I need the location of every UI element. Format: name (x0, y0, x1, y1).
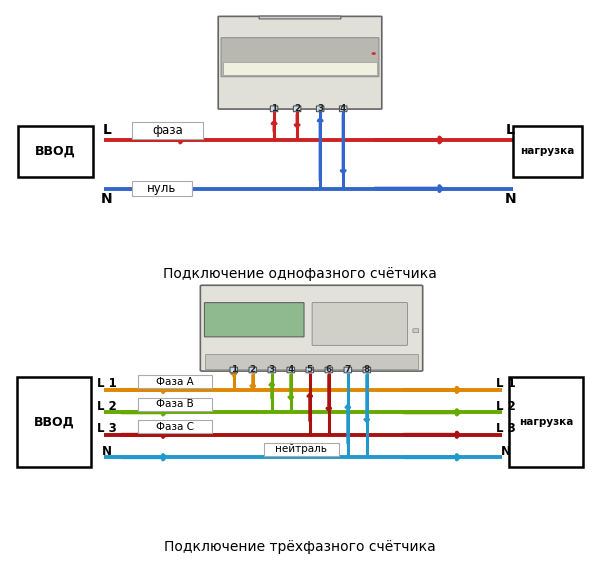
FancyBboxPatch shape (344, 367, 352, 373)
Text: 3: 3 (317, 104, 323, 113)
Text: ВВОД: ВВОД (35, 145, 76, 158)
FancyBboxPatch shape (264, 443, 338, 456)
FancyBboxPatch shape (287, 367, 295, 373)
Bar (513, 126, 582, 177)
Text: 3: 3 (269, 365, 275, 375)
Text: 5: 5 (307, 365, 313, 375)
Text: L 1: L 1 (97, 377, 117, 390)
Bar (509, 377, 583, 467)
FancyBboxPatch shape (316, 106, 324, 112)
Text: Фаза А: Фаза А (156, 377, 194, 387)
Text: 6: 6 (326, 365, 332, 375)
FancyBboxPatch shape (249, 367, 257, 373)
Text: Подключение трёхфазного счётчика: Подключение трёхфазного счётчика (164, 540, 436, 554)
Text: 1: 1 (271, 104, 277, 113)
FancyBboxPatch shape (218, 16, 382, 109)
Text: N: N (101, 192, 113, 206)
Text: Подключение однофазного счётчика: Подключение однофазного счётчика (163, 268, 437, 282)
Text: 7: 7 (344, 365, 351, 375)
FancyBboxPatch shape (221, 38, 379, 77)
Circle shape (372, 53, 375, 54)
Text: L 1: L 1 (496, 377, 516, 390)
FancyBboxPatch shape (137, 420, 212, 433)
Text: N: N (102, 444, 112, 458)
Text: 2: 2 (294, 104, 300, 113)
FancyBboxPatch shape (205, 303, 304, 337)
Text: L: L (506, 123, 515, 137)
FancyBboxPatch shape (312, 303, 407, 345)
FancyBboxPatch shape (340, 106, 347, 112)
FancyBboxPatch shape (200, 286, 422, 371)
FancyBboxPatch shape (293, 106, 301, 112)
Text: Фаза С: Фаза С (156, 422, 194, 431)
Bar (223, 62, 377, 75)
FancyBboxPatch shape (325, 367, 332, 373)
FancyBboxPatch shape (137, 398, 212, 411)
FancyBboxPatch shape (306, 367, 314, 373)
Text: L: L (103, 123, 112, 137)
FancyBboxPatch shape (413, 329, 419, 333)
Text: нагрузка: нагрузка (520, 146, 575, 157)
Text: L 3: L 3 (496, 422, 516, 435)
Text: N: N (501, 444, 511, 458)
Text: фаза: фаза (152, 124, 183, 137)
Text: ВВОД: ВВОД (34, 416, 74, 429)
Text: L 2: L 2 (496, 399, 516, 413)
FancyBboxPatch shape (259, 16, 341, 19)
Text: N: N (505, 192, 516, 206)
Text: 8: 8 (364, 365, 370, 375)
FancyBboxPatch shape (230, 367, 238, 373)
Text: 4: 4 (340, 104, 346, 113)
FancyBboxPatch shape (132, 122, 203, 139)
FancyBboxPatch shape (137, 375, 212, 388)
Text: 4: 4 (287, 365, 294, 375)
Bar (18, 126, 92, 177)
Text: L 2: L 2 (97, 399, 117, 413)
Text: 2: 2 (250, 365, 256, 375)
FancyBboxPatch shape (271, 106, 278, 112)
Text: нагрузка: нагрузка (519, 417, 573, 427)
Bar (17, 377, 91, 467)
Text: Фаза В: Фаза В (156, 399, 194, 409)
FancyBboxPatch shape (268, 367, 275, 373)
FancyBboxPatch shape (132, 181, 192, 196)
Text: 1: 1 (230, 365, 237, 375)
Text: L 3: L 3 (97, 422, 117, 435)
Bar (205, 354, 418, 369)
FancyBboxPatch shape (363, 367, 371, 373)
Text: нейтраль: нейтраль (275, 444, 328, 454)
Text: нуль: нуль (147, 182, 176, 195)
